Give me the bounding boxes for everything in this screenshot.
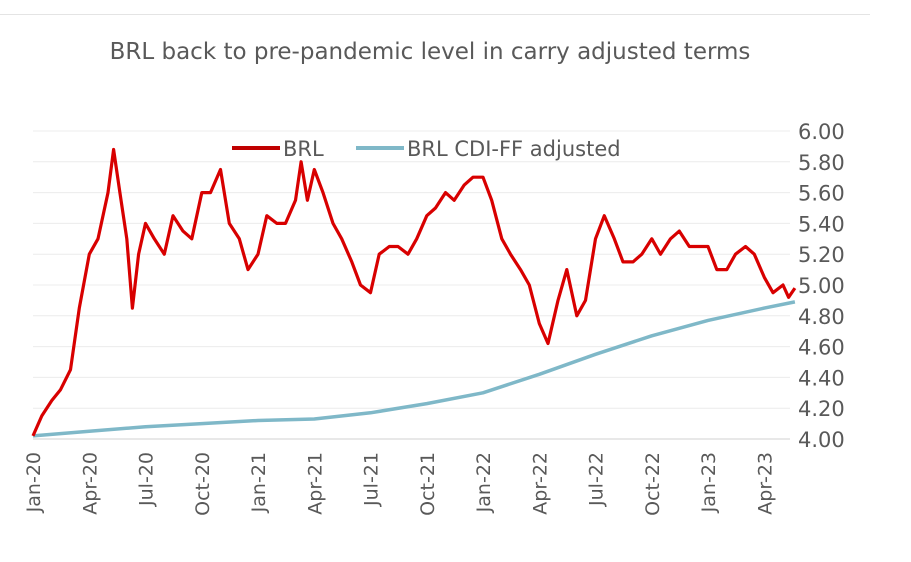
x-tick-label: Oct-20	[192, 452, 214, 516]
y-tick-label: 5.40	[798, 212, 845, 236]
y-tick-label: 4.80	[798, 305, 845, 329]
legend-label-cdi-ff: BRL CDI-FF adjusted	[407, 137, 621, 161]
x-tick-label: Jul-20	[136, 452, 158, 507]
y-tick-label: 4.00	[798, 428, 845, 452]
top-divider	[0, 14, 870, 15]
x-tick-label: Jul-21	[361, 452, 383, 507]
x-tick-label: Apr-22	[529, 452, 551, 515]
x-tick-label: Jan-21	[248, 452, 270, 513]
y-tick-label: 5.80	[798, 151, 845, 175]
legend: BRL BRL CDI-FF adjusted	[232, 137, 621, 161]
x-tick-label: Apr-21	[304, 452, 326, 515]
y-tick-label: 4.60	[798, 336, 845, 360]
x-tick-label: Jan-23	[698, 452, 720, 513]
x-tick-label: Apr-20	[79, 452, 101, 515]
series-line-brl	[31, 147, 797, 437]
y-tick-label: 5.00	[798, 274, 845, 298]
x-tick-label: Oct-21	[417, 452, 439, 516]
x-tick-label: Apr-23	[754, 452, 776, 515]
x-tick-label: Jan-20	[23, 452, 45, 513]
y-tick-label: 4.40	[798, 366, 845, 390]
chart-title: BRL back to pre-pandemic level in carry …	[109, 39, 751, 65]
x-tick-label: Oct-22	[642, 452, 664, 516]
series-line-brl-cdi-ff-adjusted	[32, 300, 796, 438]
x-tick-label: Jan-22	[473, 452, 495, 513]
y-tick-label: 6.00	[798, 120, 845, 144]
x-tick-label: Jul-22	[586, 452, 608, 507]
y-tick-label: 5.20	[798, 243, 845, 267]
y-tick-label: 4.20	[798, 397, 845, 421]
y-tick-label: 5.60	[798, 182, 845, 206]
legend-label-brl: BRL	[283, 137, 324, 161]
